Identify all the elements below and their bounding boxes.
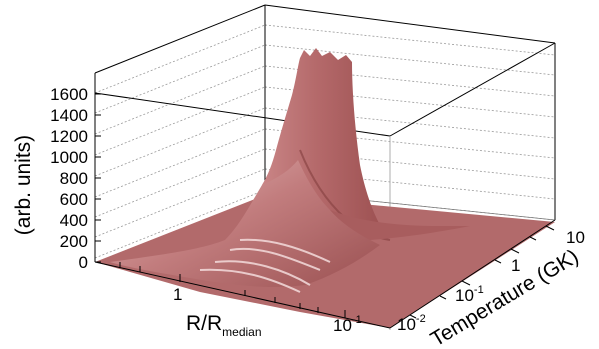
y-tick-label-1e-1: 10-1 (455, 284, 484, 305)
z-axis (95, 93, 101, 263)
z-tick-label-1: 200 (60, 232, 88, 251)
box-top-back-left (94, 4, 266, 74)
back-grid-line-8 (94, 24, 266, 94)
x-tick-label-1: 1 (173, 285, 182, 304)
surface-peak (262, 48, 380, 226)
surface-ridge (110, 140, 380, 288)
z-tick-label-3: 600 (60, 190, 88, 209)
surface-features (110, 48, 470, 293)
back-grid-line-2 (94, 148, 266, 218)
side-grid-line-7 (264, 44, 556, 76)
z-tick-labels: 0 200 400 600 800 1000 1200 1400 1600 (50, 85, 88, 272)
back-grid-line-6 (94, 65, 266, 135)
back-grid-line-7 (94, 44, 266, 114)
back-grid-line-4 (94, 107, 266, 177)
y-tick-major-1 (510, 248, 520, 254)
y-tick-label-1: 1 (511, 256, 520, 275)
side-grid-line-8 (264, 24, 556, 56)
back-grid-line-1 (94, 168, 266, 238)
surface-lower-tail (330, 210, 470, 240)
x-tick-label-01: 10-1 (333, 314, 362, 335)
box-top-back-right (264, 4, 556, 44)
z-tick-label-6: 1200 (50, 127, 88, 146)
back-grid-line-3 (94, 128, 266, 198)
z-tick-label-7: 1400 (50, 106, 88, 125)
box-top-right (389, 42, 556, 137)
z-tick-label-0: 0 (79, 253, 88, 272)
x-axis-title: R/Rmedian (186, 312, 262, 339)
z-tick-label-2: 400 (60, 211, 88, 230)
x-axis-line (94, 261, 391, 329)
y-tick-label-1e-2: 10-2 (397, 313, 426, 334)
z-tick-label-4: 800 (60, 169, 88, 188)
y-axis-line (389, 219, 556, 329)
surface-highlight-streaks (199, 238, 331, 293)
back-grid-line-5 (94, 86, 266, 156)
y-tick-minor-c (529, 236, 537, 241)
y-tick-major-10 (545, 225, 555, 231)
y-tick-minor-a (439, 295, 447, 300)
y-axis-ticks (409, 225, 555, 319)
z-tick-label-8: 1600 (50, 85, 88, 104)
y-tick-major-1e-1 (461, 280, 471, 286)
x-axis-ticks (119, 262, 346, 318)
back-grid-line-0 (94, 189, 266, 259)
z-tick-label-5: 1000 (50, 148, 88, 167)
y-tick-major-1e-2 (409, 314, 417, 319)
y-tick-label-10: 10 (566, 228, 585, 247)
z-axis-title: (arb. units) (12, 135, 35, 235)
y-tick-minor-b (494, 259, 502, 264)
